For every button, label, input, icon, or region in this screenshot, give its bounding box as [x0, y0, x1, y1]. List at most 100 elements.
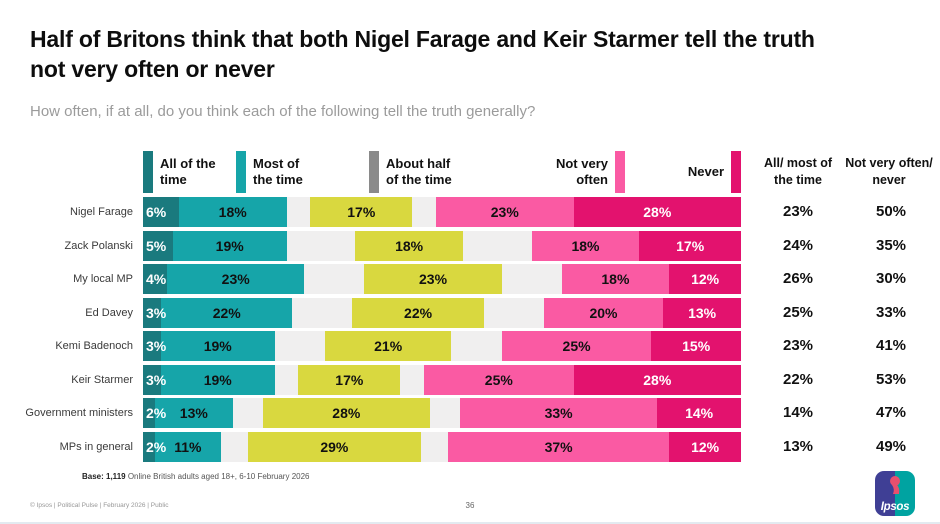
bar-segment-all-of-the-time: 3%	[143, 364, 166, 395]
legend-item-most-of-the-time: Most of the time	[236, 150, 313, 194]
bar-segment-about-half-of-the-time: 17%	[310, 197, 413, 227]
bar-value-label: 18%	[601, 271, 630, 287]
legend-item-never: Never	[688, 150, 741, 194]
summary-all-most-value: 24%	[782, 236, 814, 254]
bar-track: 4% 23% 23% 18% 12%	[143, 264, 741, 294]
base-note-label: Base: 1,119	[82, 472, 126, 481]
bar-value-label: 22%	[212, 304, 241, 321]
legend-label: About half of the time	[386, 155, 452, 187]
chart-row: Government ministers 2% 13% 28% 33% 14% 14% 47%	[0, 398, 940, 428]
bar-value-label: 12%	[691, 271, 720, 287]
bar-segment-most-of-the-time: 23%	[166, 264, 305, 294]
bar-segment-most-of-the-time: 19%	[160, 364, 275, 395]
summary-not-very-never-value: 50%	[875, 203, 907, 220]
bar-value-label: 20%	[589, 304, 618, 321]
row-label: Ed Davey	[85, 306, 133, 319]
bar-segment-never: 15%	[651, 331, 741, 361]
summary-all-most-value: 23%	[782, 203, 814, 220]
slide-bottom-rule	[0, 522, 940, 524]
bar-segment-not-very-often: 25%	[501, 331, 652, 361]
bar-segment-about-half-of-the-time: 29%	[247, 431, 422, 462]
bar-value-label: 23%	[221, 271, 250, 287]
bar-value-label: 3%	[146, 304, 167, 321]
bar-segment-all-of-the-time: 4%	[143, 264, 167, 294]
row-label: Kemi Badenoch	[55, 340, 133, 352]
bar-segment-most-of-the-time: 19%	[160, 331, 275, 361]
legend: All of the time Most of the time About hal…	[143, 150, 741, 196]
bar-segment-never: 14%	[657, 398, 741, 428]
question-text: How often, if at all, do you think each …	[30, 103, 536, 120]
legend-label: Most of the time	[253, 155, 303, 187]
bar-value-label: 2%	[146, 405, 167, 421]
summary-all-most-value: 23%	[782, 337, 814, 354]
bar-segment-about-half-of-the-time: 23%	[364, 264, 502, 294]
summary-all-most-value: 22%	[782, 370, 814, 388]
bar-segment-never: 12%	[669, 431, 741, 462]
row-label: Zack Polanski	[64, 239, 133, 252]
bar-segment-about-half-of-the-time: 18%	[355, 230, 463, 261]
base-note: Base: 1,119 Online British adults aged 1…	[82, 472, 309, 481]
row-label: My local MP	[73, 273, 133, 285]
bar-value-label: 23%	[419, 271, 448, 287]
bar-track: 3% 19% 17% 25% 28%	[143, 364, 741, 395]
bar-value-label: 17%	[676, 237, 705, 254]
bar-segment-most-of-the-time: 22%	[160, 297, 293, 328]
bar-segment-all-of-the-time: 3%	[143, 297, 166, 328]
bar-segment-not-very-often: 37%	[447, 431, 670, 462]
summary-not-very-never-value: 41%	[875, 337, 907, 354]
bar-segment-never: 17%	[639, 230, 741, 261]
summary-not-very-never-value: 35%	[875, 236, 907, 254]
bar-value-label: 5%	[146, 237, 167, 254]
bar-track: 2% 11% 29% 37% 12%	[143, 431, 741, 462]
bar-track: 6% 18% 17% 23% 28%	[143, 197, 741, 227]
bar-value-label: 13%	[179, 405, 208, 421]
bar-value-label: 14%	[685, 405, 714, 421]
summary-not-very-never-value: 49%	[875, 437, 907, 455]
bar-value-label: 4%	[146, 271, 167, 287]
bar-value-label: 22%	[404, 304, 433, 321]
bar-segment-all-of-the-time: 3%	[143, 331, 166, 361]
bar-segment-most-of-the-time: 13%	[154, 398, 233, 428]
copyright-text: © Ipsos | Political Pulse | February 202…	[30, 502, 169, 509]
bar-value-label: 12%	[691, 438, 720, 455]
bar-segment-not-very-often: 18%	[531, 230, 640, 261]
bar-value-label: 19%	[203, 338, 232, 354]
row-label: Nigel Farage	[70, 206, 133, 218]
summary-not-very-never-value: 47%	[875, 404, 907, 421]
bar-value-label: 28%	[332, 405, 361, 421]
bar-segment-never: 13%	[663, 297, 741, 328]
chart-row: Ed Davey 3% 22% 22% 20% 13% 25% 33%	[0, 297, 940, 328]
legend-swatch-not-very-often	[615, 151, 625, 193]
summary-header-all-most: All/ most of the time	[763, 156, 833, 187]
bar-value-label: 28%	[643, 371, 672, 388]
page-title: Half of Britons think that both Nigel Fa…	[30, 26, 815, 83]
ipsos-wordmark: Ipsos	[880, 501, 910, 513]
bar-track: 3% 22% 22% 20% 13%	[143, 297, 741, 328]
row-label: Keir Starmer	[71, 373, 133, 386]
bar-segment-most-of-the-time: 18%	[178, 197, 287, 227]
summary-not-very-never-value: 33%	[875, 303, 907, 321]
ipsos-logo: Ipsos	[875, 471, 915, 516]
summary-all-most-value: 25%	[782, 303, 814, 321]
ipsos-face-icon	[887, 475, 903, 500]
bar-value-label: 28%	[643, 204, 672, 220]
summary-not-very-never-value: 53%	[875, 370, 907, 388]
bar-value-label: 6%	[146, 204, 167, 220]
chart-row: My local MP 4% 23% 23% 18% 12% 26% 30%	[0, 264, 940, 294]
legend-item-about-half-of-the-time: About half of the time	[369, 150, 460, 194]
legend-label: Not very often	[555, 155, 608, 187]
bar-value-label: 29%	[320, 438, 349, 455]
legend-swatch-all-of-the-time	[143, 151, 153, 193]
bar-track: 2% 13% 28% 33% 14%	[143, 398, 741, 428]
bar-segment-most-of-the-time: 11%	[154, 431, 221, 462]
row-label: MPs in general	[59, 440, 133, 453]
bar-segment-not-very-often: 18%	[561, 264, 670, 294]
bar-segment-about-half-of-the-time: 17%	[298, 364, 401, 395]
page-number: 36	[465, 501, 475, 510]
legend-label: All of the time	[160, 155, 216, 187]
bar-segment-all-of-the-time: 6%	[143, 197, 179, 227]
bar-segment-all-of-the-time: 5%	[143, 230, 173, 261]
bar-segment-not-very-often: 33%	[459, 398, 658, 428]
bar-value-label: 17%	[347, 204, 376, 220]
